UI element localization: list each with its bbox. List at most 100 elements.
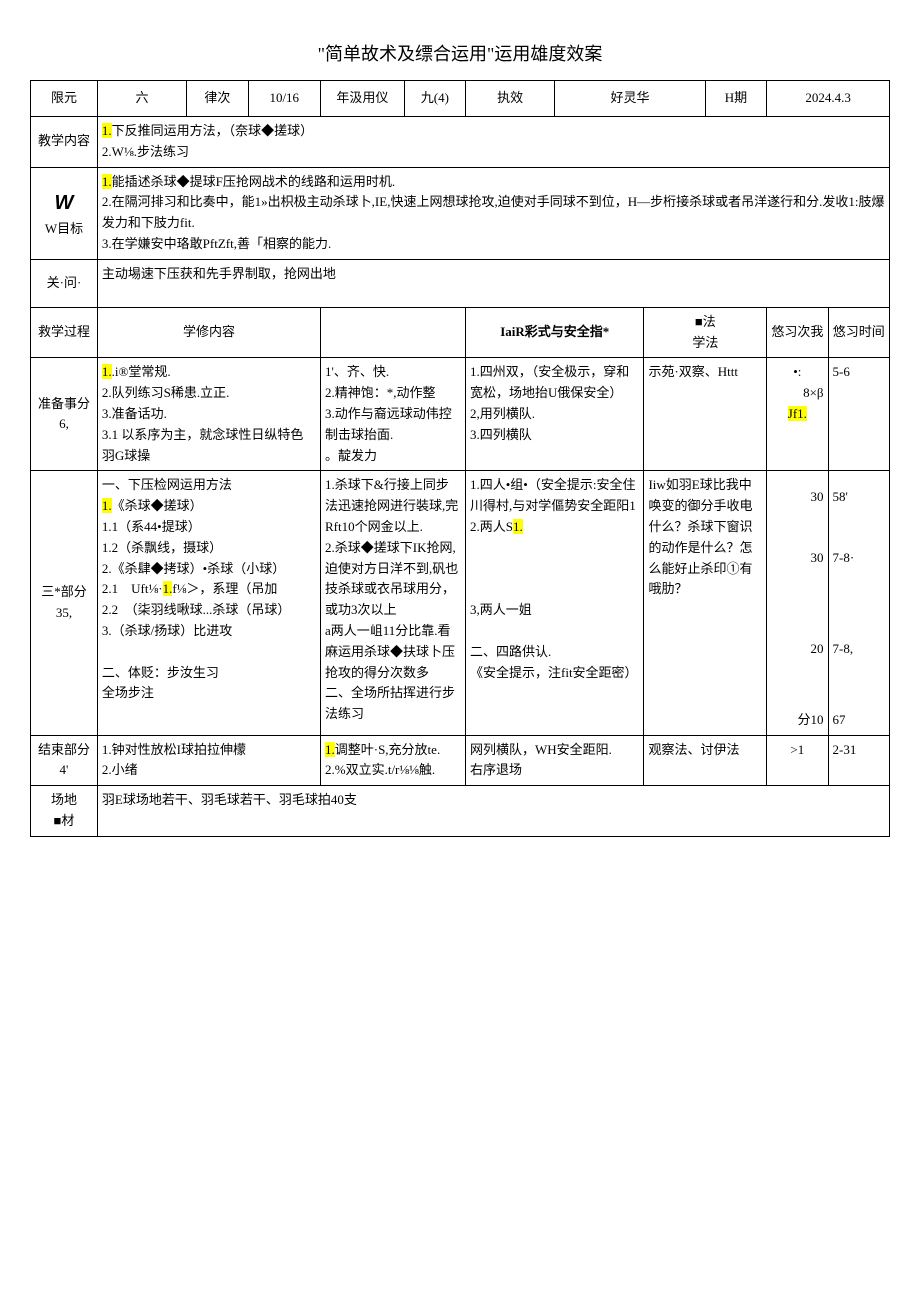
m-c7-b: 7-8· (833, 548, 885, 569)
hl-marker: 1. (102, 174, 112, 189)
hl-marker: 1. (163, 581, 173, 596)
m-c6-d: 分10 (771, 710, 823, 731)
end-col3: 1.调整叶·S,充分放te. 2.%双立实.t/r⅛⅛触. (321, 735, 466, 786)
main-col6: 30 30 20 分10 (767, 471, 828, 735)
prep-c2-l2: 2.队列练习S稀患.立正. (102, 383, 316, 404)
m-c6-c: 20 (771, 639, 823, 660)
m-c4-p1: 1.四人•组•（安全提示:安全住川得村,与对学傴势安全距阳1 (470, 475, 639, 517)
main-col4: 1.四人•组•（安全提示:安全住川得村,与对学傴势安全距阳1 2.两人S1. 3… (466, 471, 644, 735)
venue-body: 羽E球场地若干、羽毛球若干、羽毛球拍40支 (97, 786, 889, 837)
prep-c6-a: •: (771, 362, 823, 383)
hl-marker: 1. (513, 519, 523, 534)
prep-col4: 1.四州双，（安全极示，穿和宽松，场地抬U俄保安全） 2,用列横队. 3.四列横… (466, 358, 644, 471)
prep-c2-l1: .i®堂常规. (112, 364, 171, 379)
m-c4-p3: 3,两人一姐 (470, 600, 639, 621)
main-row: 三*部分35, 一、下压检网运用方法 1.《杀球◆搓球） 1.1（系44•提球）… (31, 471, 890, 735)
goals-row: W W目标 1.能插述杀球◆提球F压抢网战术的线路和运用时机. 2.在隔河排习和比… (31, 167, 890, 259)
ph-c3 (321, 307, 466, 358)
m-c4-p4: 二、四路供认. 《安全提示，注fit安全距密） (470, 642, 639, 684)
ph-c1: 救学过程 (31, 307, 98, 358)
g-line1: 能插述杀球◆提球F压抢网战术的线路和运用时机. (112, 174, 395, 189)
hl-marker: 1. (325, 742, 335, 757)
hdr-teacher-label: 执效 (466, 81, 555, 117)
ph-c2: 学修内容 (97, 307, 320, 358)
main-col3: 1.杀球下&行接上同步法迅速抢网进行裝球,完Rft10个网金以上. 2.杀球◆搓… (321, 471, 466, 735)
hl-marker: 1. (102, 123, 112, 138)
end-col5: 观察法、讨伊法 (644, 735, 767, 786)
m-c2-p10: 全场步注 (102, 683, 316, 704)
m-c2-p9: 二、体贬：步汝生习 (102, 663, 316, 684)
teach-content-label: 教学内容 (31, 117, 98, 168)
venue-label: 场地 ■材 (31, 786, 98, 837)
g-line3: 3.在学嫌安中珞敢PftZft,善「相察的能力. (102, 234, 885, 255)
prep-col3: 1'、齐、快. 2.精神饱：*,动作整 3.动作与裔远球动伟控制击球抬面. 。靛… (321, 358, 466, 471)
hdr-seq-val: 10/16 (248, 81, 321, 117)
m-c2-p2: 《杀球◆搓球） (112, 498, 203, 513)
process-header-row: 救学过程 学修内容 IaiR彩式与安全指* ■法 学法 悠习次我 悠习时间 (31, 307, 890, 358)
goals-label: W W目标 (31, 167, 98, 259)
teach-content-row: 教学内容 1.下反推同运用方法，（奈球◆搓球） 2.W⅛.步法练习 (31, 117, 890, 168)
main-col5: Iiw如羽E球比我中唤变的御分手收电什么？杀球下窗识的动作是什么？怎么能好止杀印… (644, 471, 767, 735)
prep-c6-b: 8×β (771, 383, 823, 404)
goals-w: W (55, 192, 74, 214)
m-c6-a: 30 (771, 487, 823, 508)
prep-col6: •: 8×β Jf1. (767, 358, 828, 471)
hl-marker: 1. (102, 364, 112, 379)
m-c2-p7: 2.2 （柒羽线啾球...杀球（吊球） (102, 600, 316, 621)
hdr-date-val: 2024.4.3 (767, 81, 890, 117)
e-c3-l1: 调整叶·S,充分放te. (335, 742, 440, 757)
ph-c6: 悠习次我 (767, 307, 828, 358)
end-label: 结束部分 4' (31, 735, 98, 786)
end-col6: >1 (767, 735, 828, 786)
prep-col2: 1..i®堂常规. 2.队列练习S稀患.立正. 3.准备话功. 3.1 以系序为… (97, 358, 320, 471)
end-col7: 2-31 (828, 735, 889, 786)
prep-c6-c: Jf1. (788, 406, 807, 421)
key-body: 主动埸速下压获和先手界制取，抢网出地 (97, 259, 889, 307)
end-col2: 1.钟对性放松I球拍拉伸檬 2.小绪 (97, 735, 320, 786)
m-c4-p2a: 2.两人S (470, 519, 513, 534)
main-col2: 一、下压检网运用方法 1.《杀球◆搓球） 1.1（系44•提球） 1.2（杀飘线… (97, 471, 320, 735)
m-c6-b: 30 (771, 548, 823, 569)
hl-marker: 1. (102, 498, 112, 513)
e-c3-l2: 2.%双立实.t/r⅛⅛触. (325, 760, 461, 781)
lesson-plan-table: 限元 六 律次 10/16 年汲用仪 九(4) 执效 好灵华 H期 2024.4… (30, 80, 890, 837)
tc-line1: 下反推同运用方法，（奈球◆搓球） (112, 123, 314, 138)
main-label: 三*部分35, (31, 471, 98, 735)
m-c7-d: 67 (833, 710, 885, 731)
hdr-seq-label: 律次 (187, 81, 248, 117)
m-c2-p6a: 2.1 Uft⅛· (102, 581, 163, 596)
ph-c5: ■法 学法 (644, 307, 767, 358)
ph-c7: 悠习时间 (828, 307, 889, 358)
m-c7-c: 7-8, (833, 639, 885, 660)
goals-label-text: W目标 (45, 221, 83, 236)
m-c2-p6b: f⅛＞，系理（吊加 (172, 581, 277, 596)
m-c2-p3: 1.1（系44•提球） (102, 517, 316, 538)
hdr-grade-val: 九(4) (404, 81, 465, 117)
key-row: 关·问· 主动埸速下压获和先手界制取，抢网出地 (31, 259, 890, 307)
prep-label: 准备事分 6, (31, 358, 98, 471)
hdr-date-label: H期 (705, 81, 766, 117)
key-label: 关·问· (31, 259, 98, 307)
prep-c2-l4: 3.1 以系序为主，就念球性日纵特色羽G球操 (102, 425, 316, 467)
prep-col7: 5-6 (828, 358, 889, 471)
hdr-unit-val: 六 (97, 81, 186, 117)
header-row: 限元 六 律次 10/16 年汲用仪 九(4) 执效 好灵华 H期 2024.4… (31, 81, 890, 117)
prep-col5: 示苑·双察、Httt (644, 358, 767, 471)
main-col7: 58' 7-8· 7-8, 67 (828, 471, 889, 735)
prep-row: 准备事分 6, 1..i®堂常规. 2.队列练习S稀患.立正. 3.准备话功. … (31, 358, 890, 471)
prep-c2-l3: 3.准备话功. (102, 404, 316, 425)
g-line2: 2.在隔河排习和比奏中，能1»出枳极主动杀球卜,IE,快速上网想球抢攻,迫使对手… (102, 192, 885, 234)
tc-line2: 2.W⅛.步法练习 (102, 142, 885, 163)
m-c2-p4: 1.2（杀飘线，摄球） (102, 538, 316, 559)
hdr-grade-label: 年汲用仪 (321, 81, 405, 117)
hdr-teacher-val: 好灵华 (555, 81, 706, 117)
goals-body: 1.能插述杀球◆提球F压抢网战术的线路和运用时机. 2.在隔河排习和比奏中，能1… (97, 167, 889, 259)
venue-row: 场地 ■材 羽E球场地若干、羽毛球若干、羽毛球拍40支 (31, 786, 890, 837)
end-col4: 网列横队，WH安全距阳. 右序退场 (466, 735, 644, 786)
end-row: 结束部分 4' 1.钟对性放松I球拍拉伸檬 2.小绪 1.调整叶·S,充分放te… (31, 735, 890, 786)
m-c7-a: 58' (833, 487, 885, 508)
m-c2-p1: 一、下压检网运用方法 (102, 475, 316, 496)
ph-c4: IaiR彩式与安全指* (466, 307, 644, 358)
m-c2-p8: 3.（杀球/扬球）比进攻 (102, 621, 316, 642)
m-c2-p5: 2.《杀肆◆拷球）•杀球（小球） (102, 559, 316, 580)
